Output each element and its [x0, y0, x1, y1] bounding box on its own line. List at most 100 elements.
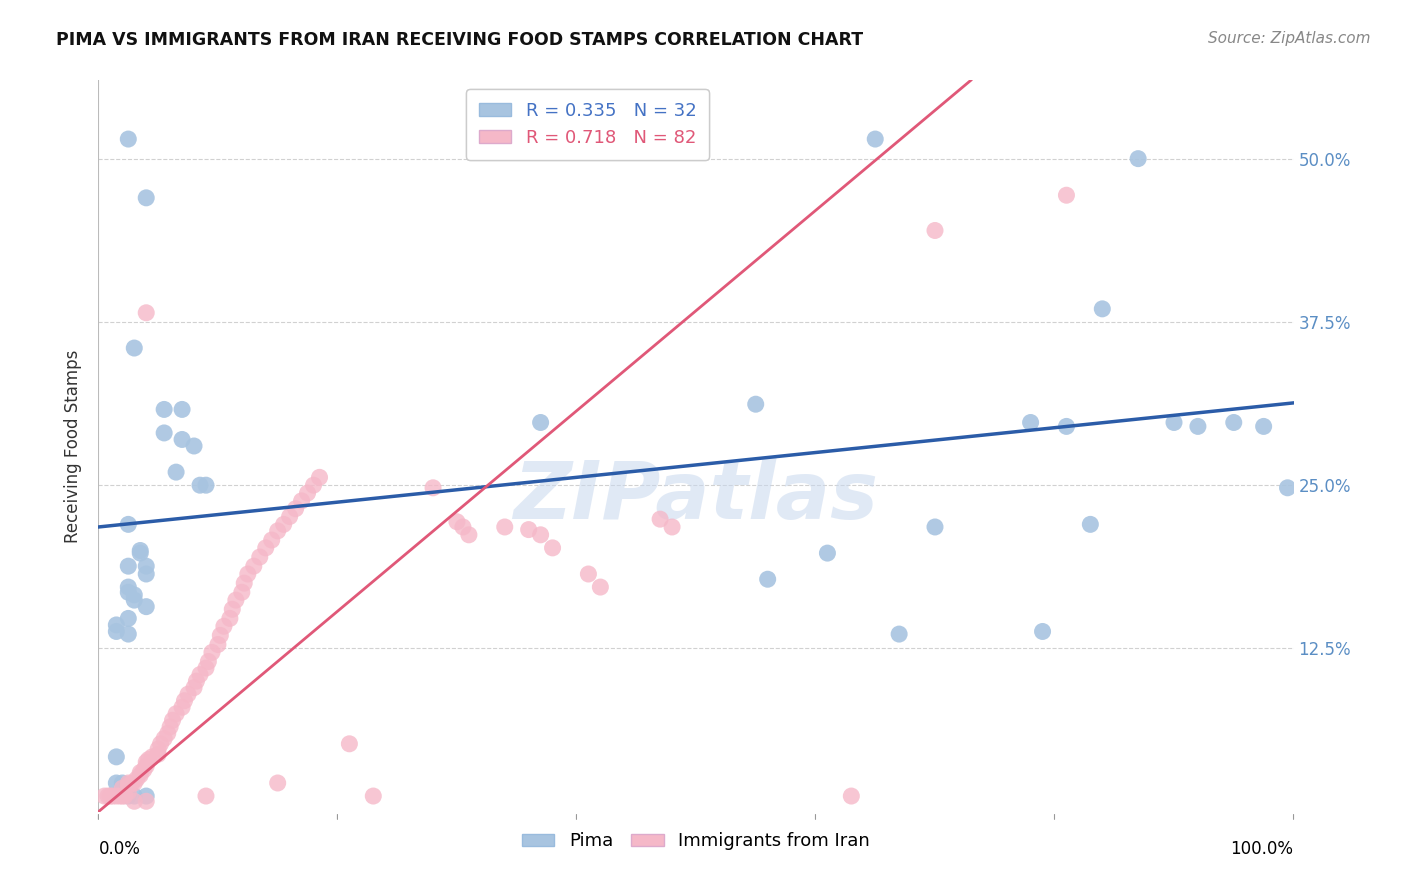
Point: [231, 585, 253, 599]
Text: Source: ZipAtlas.com: Source: ZipAtlas.com: [1208, 31, 1371, 46]
Point: [422, 481, 444, 495]
Point: [114, 789, 136, 803]
Point: [302, 478, 325, 492]
Point: [756, 572, 779, 586]
Point: [815, 546, 838, 560]
Point: [153, 402, 176, 417]
Point: [117, 517, 139, 532]
Point: [661, 520, 683, 534]
Point: [1091, 301, 1114, 316]
Point: [530, 416, 553, 430]
Point: [186, 674, 208, 689]
Point: [273, 517, 295, 532]
Point: [1223, 416, 1246, 430]
Point: [924, 520, 946, 534]
Point: [363, 789, 385, 803]
Point: [124, 588, 146, 602]
Point: [117, 132, 139, 146]
Point: [124, 341, 146, 355]
Point: [1080, 517, 1102, 532]
Point: [162, 714, 184, 728]
Point: [156, 726, 179, 740]
Point: [172, 402, 194, 417]
Point: [125, 772, 148, 786]
Point: [135, 755, 157, 769]
Point: [221, 602, 243, 616]
Point: [209, 628, 232, 642]
Point: [111, 781, 134, 796]
Point: [105, 624, 128, 639]
Point: [745, 397, 768, 411]
Point: [865, 132, 887, 146]
Point: [101, 789, 124, 803]
Point: [297, 486, 319, 500]
Point: [117, 559, 139, 574]
Point: [129, 765, 152, 780]
Point: [530, 528, 553, 542]
Point: [841, 789, 863, 803]
Point: [243, 559, 266, 574]
Point: [135, 789, 157, 803]
Point: [1163, 416, 1185, 430]
Point: [339, 737, 361, 751]
Point: [105, 749, 128, 764]
Point: [1056, 188, 1078, 202]
Point: [267, 524, 290, 538]
Point: [135, 191, 157, 205]
Point: [135, 794, 157, 808]
Point: [195, 661, 218, 675]
Point: [111, 789, 134, 803]
Point: [124, 789, 146, 803]
Point: [172, 433, 194, 447]
Point: [589, 580, 612, 594]
Point: [135, 306, 157, 320]
Point: [249, 549, 271, 564]
Point: [132, 763, 155, 777]
Point: [260, 533, 283, 547]
Point: [135, 559, 157, 574]
Point: [236, 567, 259, 582]
Point: [172, 700, 194, 714]
Text: 0.0%: 0.0%: [98, 840, 141, 858]
Y-axis label: Receiving Food Stamps: Receiving Food Stamps: [65, 350, 83, 542]
Point: [149, 737, 172, 751]
Point: [1253, 419, 1275, 434]
Point: [648, 512, 672, 526]
Point: [165, 465, 187, 479]
Point: [148, 747, 170, 762]
Point: [148, 742, 170, 756]
Point: [278, 509, 301, 524]
Point: [135, 567, 157, 582]
Point: [889, 627, 911, 641]
Point: [111, 776, 134, 790]
Point: [212, 619, 235, 633]
Point: [458, 528, 481, 542]
Text: 100.0%: 100.0%: [1230, 840, 1294, 858]
Point: [197, 655, 219, 669]
Point: [291, 494, 314, 508]
Point: [117, 789, 139, 803]
Point: [117, 585, 139, 599]
Point: [165, 706, 187, 721]
Point: [225, 593, 247, 607]
Point: [124, 593, 146, 607]
Point: [108, 789, 131, 803]
Point: [451, 520, 474, 534]
Point: [153, 425, 176, 440]
Point: [117, 776, 139, 790]
Point: [308, 470, 330, 484]
Point: [117, 580, 139, 594]
Point: [233, 576, 256, 591]
Point: [188, 667, 211, 681]
Point: [153, 731, 176, 746]
Point: [254, 541, 277, 555]
Point: [494, 520, 516, 534]
Point: [159, 720, 181, 734]
Point: [188, 478, 211, 492]
Point: [117, 785, 139, 799]
Point: [105, 618, 128, 632]
Point: [1032, 624, 1054, 639]
Point: [124, 794, 146, 808]
Point: [117, 611, 139, 625]
Point: [138, 752, 160, 766]
